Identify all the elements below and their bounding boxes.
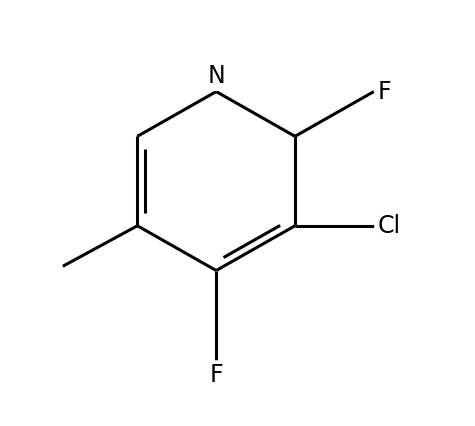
Text: N: N [207,64,225,88]
Text: F: F [377,80,391,104]
Text: Cl: Cl [377,214,400,238]
Text: F: F [209,363,223,387]
Text: F: F [377,80,391,104]
Text: N: N [207,64,225,88]
Text: F: F [209,363,223,387]
Text: Cl: Cl [377,214,400,238]
